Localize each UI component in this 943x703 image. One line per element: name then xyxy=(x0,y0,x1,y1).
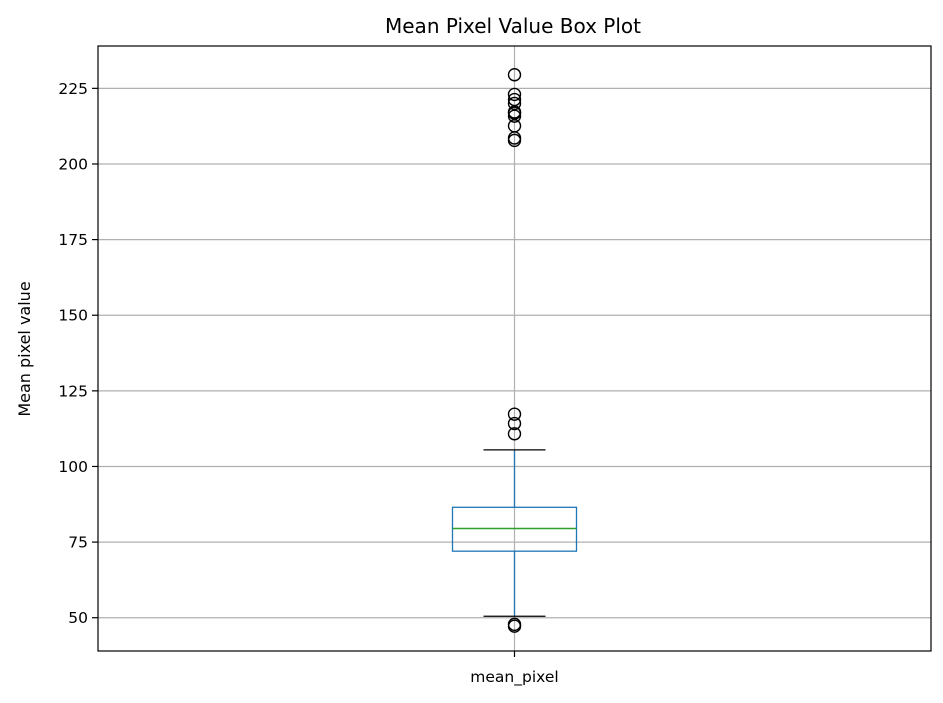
tick-marks: 50 75 100 125 150 175 200 225 mean_pixel xyxy=(58,80,558,687)
outlier-point xyxy=(507,109,522,123)
outlier-point xyxy=(507,407,522,421)
outlier-point xyxy=(507,119,522,133)
y-tick-label: 225 xyxy=(58,80,88,98)
plot-elements xyxy=(451,68,578,633)
y-tick-label: 100 xyxy=(58,458,88,476)
y-tick-label: 75 xyxy=(68,534,88,552)
y-axis-label: Mean pixel value xyxy=(15,281,34,416)
outlier-point xyxy=(507,416,522,431)
y-tick-label: 175 xyxy=(58,231,88,249)
outlier-point xyxy=(507,427,522,441)
outlier-point xyxy=(507,617,522,632)
grid-lines xyxy=(98,46,931,651)
outlier-point xyxy=(507,87,522,102)
x-tick-label: mean_pixel xyxy=(470,668,558,687)
outlier-point xyxy=(507,92,522,107)
y-tick-label: 50 xyxy=(68,609,88,627)
outlier-point xyxy=(507,96,522,111)
y-tick-label: 125 xyxy=(58,382,88,400)
outlier-point xyxy=(507,68,522,82)
y-tick-label: 200 xyxy=(58,155,88,173)
chart-title: Mean Pixel Value Box Plot xyxy=(385,14,641,38)
y-tick-label: 150 xyxy=(58,307,88,325)
iqr-box xyxy=(451,506,578,552)
